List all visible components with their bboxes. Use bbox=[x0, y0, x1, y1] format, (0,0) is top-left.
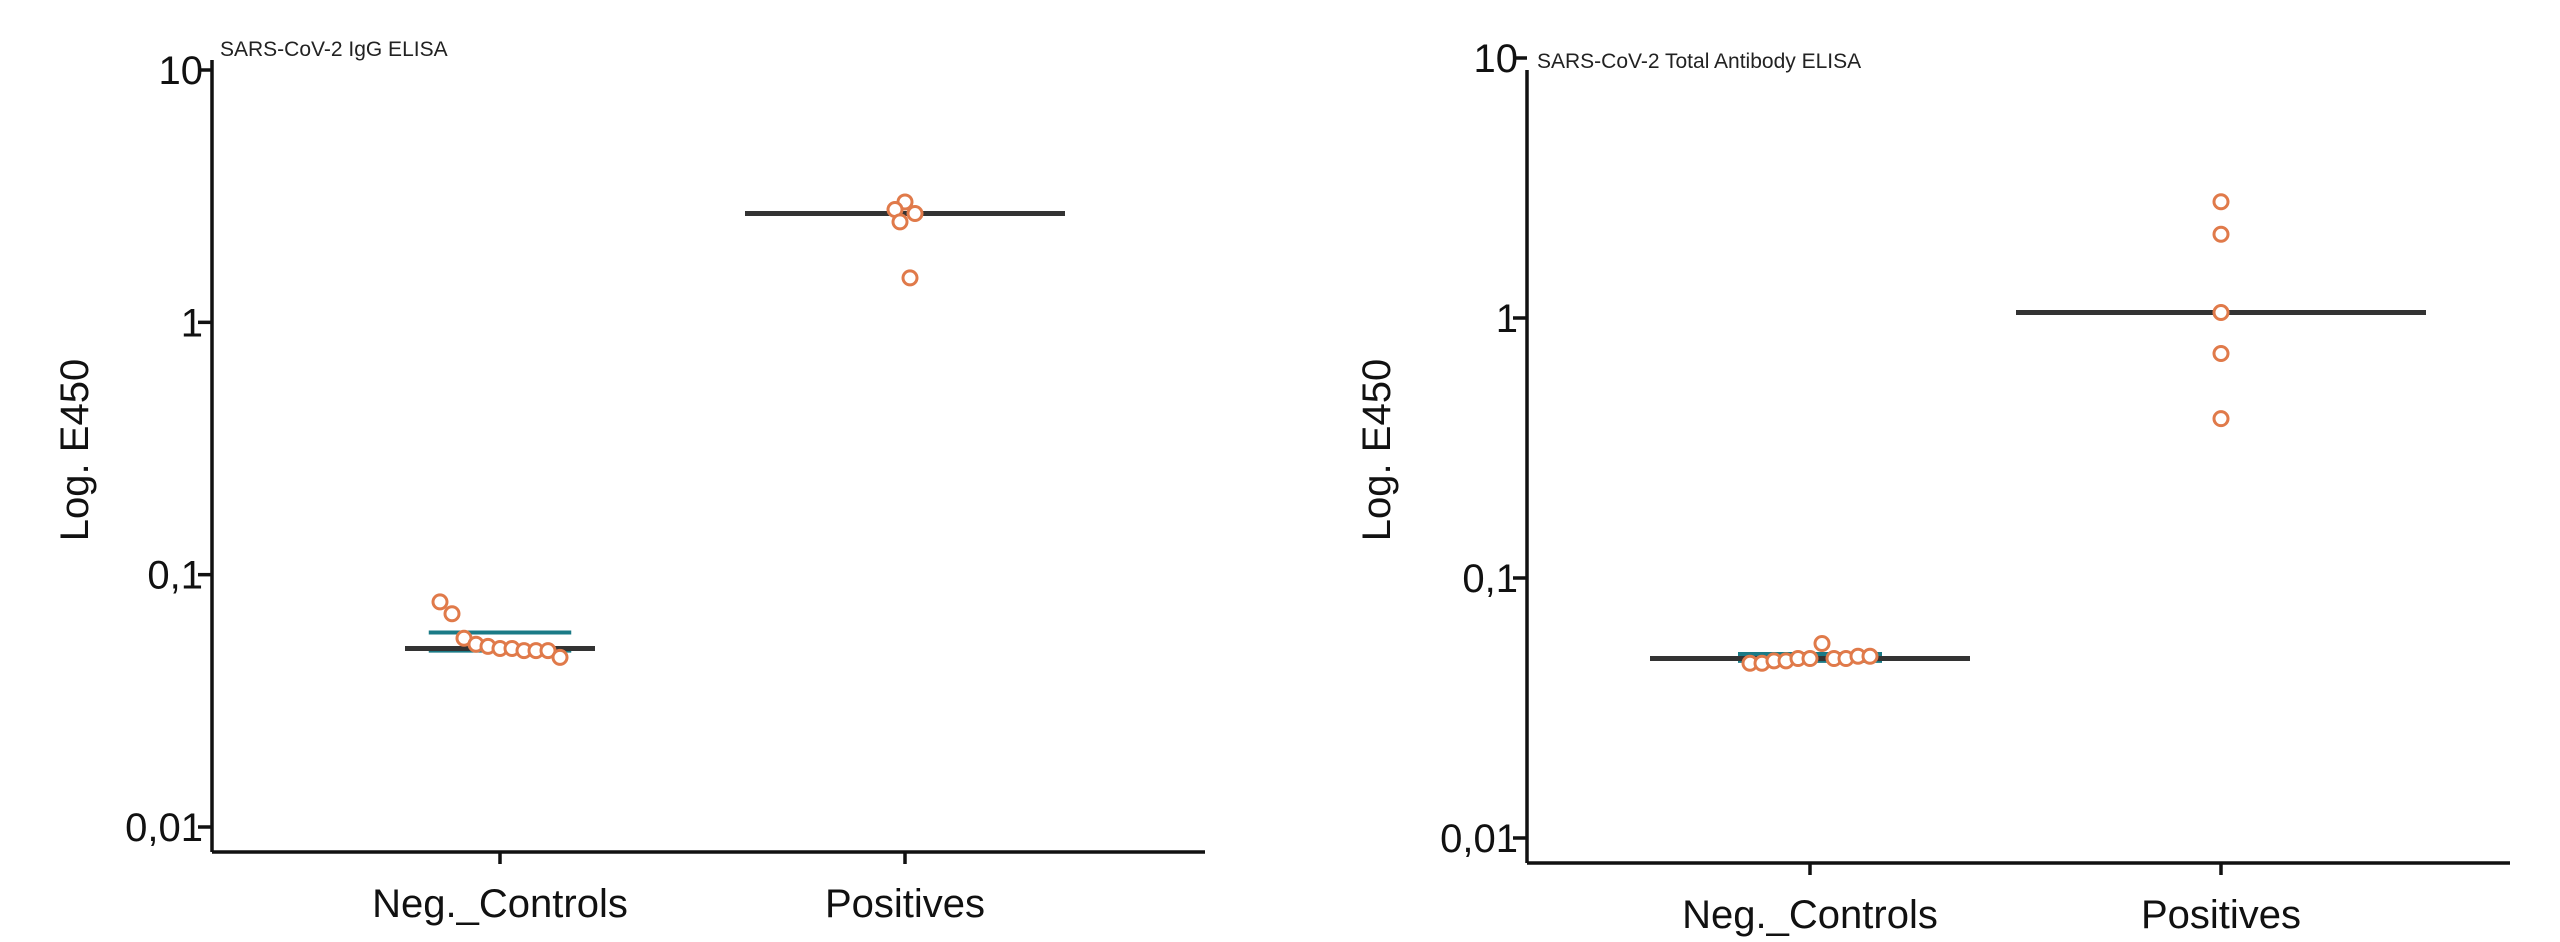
data-point bbox=[551, 648, 569, 666]
y-tick-label: 10 bbox=[159, 49, 204, 93]
y-tick-label: 0,1 bbox=[1462, 557, 1518, 601]
data-point bbox=[2212, 225, 2230, 243]
chart-title: SARS-CoV-2 Total Antibody ELISA bbox=[1537, 50, 1861, 73]
y-tick-label: 1 bbox=[1496, 297, 1518, 341]
data-point bbox=[431, 593, 449, 611]
data-point bbox=[2212, 410, 2230, 428]
x-tick-label: Positives bbox=[825, 882, 985, 926]
data-point bbox=[901, 269, 919, 287]
data-point bbox=[1861, 647, 1879, 665]
data-point bbox=[891, 213, 909, 231]
y-tick-label: 0,01 bbox=[1440, 817, 1518, 861]
x-tick-label: Neg._Controls bbox=[372, 882, 628, 926]
y-tick-label: 10 bbox=[1474, 37, 1519, 81]
data-point bbox=[1801, 650, 1819, 668]
y-tick-label: 0,1 bbox=[147, 554, 203, 598]
y-tick-label: 0,01 bbox=[125, 806, 203, 850]
chart-panel-total-antibody: Log. E450 SARS-CoV-2 Total Antibody ELIS… bbox=[1355, 37, 2510, 937]
data-point bbox=[906, 204, 924, 222]
chart-title: SARS-CoV-2 IgG ELISA bbox=[220, 38, 448, 61]
y-axis-title: Log. E450 bbox=[53, 359, 97, 541]
x-tick-label: Positives bbox=[2141, 893, 2301, 937]
data-point bbox=[2212, 303, 2230, 321]
data-point bbox=[443, 605, 461, 623]
data-point bbox=[2212, 345, 2230, 363]
chart-panel-igg: Log. E450 SARS-CoV-2 IgG ELISA 10 1 0,1 0,0… bbox=[53, 38, 1205, 926]
y-tick-label: 1 bbox=[181, 301, 203, 345]
x-tick-label: Neg._Controls bbox=[1682, 893, 1938, 937]
data-point bbox=[2212, 193, 2230, 211]
data-point bbox=[1813, 634, 1831, 652]
y-axis-title: Log. E450 bbox=[1355, 359, 1399, 541]
